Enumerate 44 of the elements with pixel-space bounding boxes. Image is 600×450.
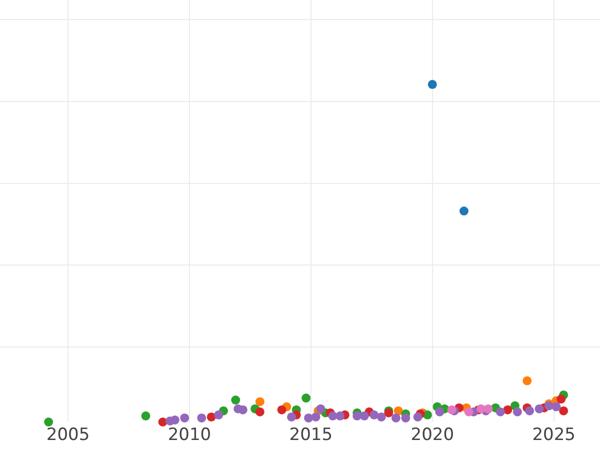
point <box>352 411 362 420</box>
point <box>556 394 566 404</box>
point <box>255 397 264 406</box>
point <box>459 206 468 216</box>
point <box>401 413 410 422</box>
point <box>214 410 224 420</box>
point <box>435 407 444 416</box>
point <box>277 405 286 414</box>
point <box>534 404 544 414</box>
point <box>447 405 456 414</box>
point <box>304 413 313 422</box>
point <box>503 405 512 414</box>
point <box>336 411 345 420</box>
point <box>484 404 493 414</box>
point <box>512 407 522 416</box>
point <box>255 407 264 416</box>
x-tick-label: 2015 <box>289 425 333 445</box>
point <box>522 376 532 386</box>
point <box>413 412 422 422</box>
point <box>428 80 437 89</box>
point <box>311 412 320 422</box>
x-tick-label: 2025 <box>532 425 576 445</box>
point <box>141 411 150 420</box>
point <box>287 412 296 422</box>
point <box>316 404 326 414</box>
x-tick-label: 2005 <box>46 425 90 445</box>
point <box>376 412 386 422</box>
point <box>197 413 206 422</box>
point <box>423 410 432 420</box>
point <box>180 413 190 422</box>
point <box>559 406 568 416</box>
point <box>231 396 240 405</box>
point <box>206 412 216 422</box>
point <box>370 410 379 420</box>
point <box>525 406 534 416</box>
point <box>496 407 505 416</box>
point <box>391 413 400 422</box>
point <box>552 402 561 412</box>
x-tick-label: 2020 <box>410 425 454 445</box>
point <box>302 394 311 403</box>
point <box>360 411 369 420</box>
x-tick-label: 2010 <box>168 425 212 445</box>
point <box>44 418 54 426</box>
point <box>464 407 474 416</box>
